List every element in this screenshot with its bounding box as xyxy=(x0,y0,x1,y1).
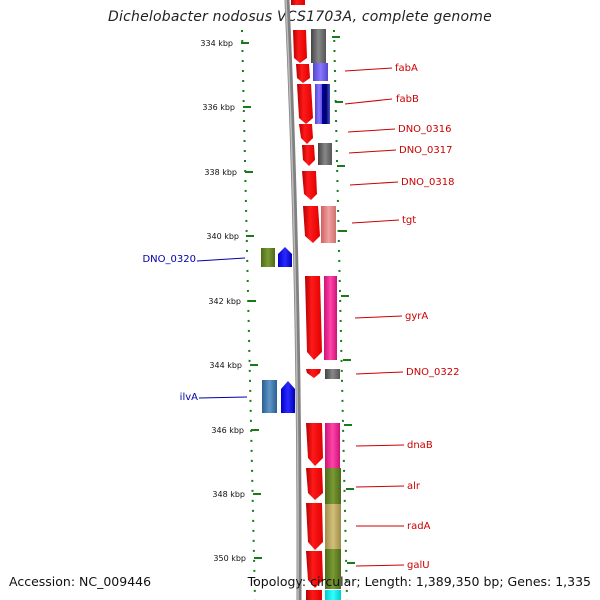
cog-color-blocks xyxy=(311,29,341,600)
gene-label: fabA xyxy=(395,63,418,74)
gene-label: ilvA xyxy=(180,392,198,403)
backbone-highlight xyxy=(285,0,299,600)
gene-block xyxy=(262,380,277,413)
gene-arrow xyxy=(306,503,323,550)
cog-block xyxy=(325,369,340,379)
gene-arrow xyxy=(306,468,323,500)
tick-label: 346 kbp xyxy=(211,426,244,435)
forward-label-connectors xyxy=(344,67,405,567)
tick-group: 334 kbp 336 kbp 338 kbp 340 kbp 342 kbp … xyxy=(200,36,355,564)
gene-arrow xyxy=(306,423,323,466)
label-connector xyxy=(351,219,400,224)
gene-label: fabB xyxy=(396,94,419,105)
label-connector xyxy=(198,396,248,399)
gene-label: DNO_0316 xyxy=(398,124,452,135)
gene-arrow xyxy=(297,84,313,124)
gene-arrow xyxy=(303,206,320,243)
tick-label: 338 kbp xyxy=(204,168,237,177)
label-connector xyxy=(344,98,393,105)
cog-block xyxy=(313,63,328,81)
tick-label: 336 kbp xyxy=(202,103,235,112)
tick-label: 350 kbp xyxy=(213,554,246,563)
gene-label: DNO_0320 xyxy=(142,254,196,265)
cog-block xyxy=(322,84,330,124)
gene-label: tgt xyxy=(402,215,416,226)
gene-arrow xyxy=(291,0,305,5)
cog-block xyxy=(325,468,341,504)
label-connector xyxy=(349,181,399,186)
label-connector xyxy=(196,257,246,262)
backbone-line xyxy=(284,0,302,600)
topology-text: Topology: circular; Length: 1,389,350 bp… xyxy=(247,574,591,589)
gene-block xyxy=(261,248,275,267)
tick-label: 348 kbp xyxy=(212,490,245,499)
gene-label: DNO_0318 xyxy=(401,177,455,188)
accession-text: Accession: NC_009446 xyxy=(9,574,152,589)
gene-arrow xyxy=(281,381,295,413)
gene-label: galU xyxy=(407,560,430,571)
gene-label: alr xyxy=(407,481,421,492)
reverse-gene-labels: DNO_0320 ilvA xyxy=(142,254,198,403)
cog-block xyxy=(311,29,326,63)
gene-label: gyrA xyxy=(405,311,428,322)
cog-block xyxy=(325,423,340,468)
gene-arrow xyxy=(306,551,323,588)
reverse-label-connectors xyxy=(196,257,248,399)
label-connector xyxy=(347,128,396,133)
gene-arrow xyxy=(305,276,322,360)
gene-label: dnaB xyxy=(407,440,433,451)
label-connector xyxy=(348,149,397,154)
tick-label: 342 kbp xyxy=(208,297,241,306)
gene-arrow xyxy=(293,30,307,63)
gene-arrow xyxy=(296,64,310,83)
gene-label: DNO_0317 xyxy=(399,145,453,156)
cog-block xyxy=(318,143,332,165)
cog-block xyxy=(325,590,341,600)
map-title: Dichelobacter nodosus VCS1703A, complete… xyxy=(108,9,492,25)
gene-arrow xyxy=(302,171,317,200)
gene-arrow xyxy=(299,124,313,144)
gene-arrow xyxy=(302,145,315,166)
gene-label: radA xyxy=(407,521,431,532)
label-connector xyxy=(355,564,405,567)
cog-block xyxy=(325,504,341,549)
tick-label: 340 kbp xyxy=(206,232,239,241)
gene-arrow xyxy=(278,247,292,267)
tick-label: 334 kbp xyxy=(200,39,233,48)
gene-arrow xyxy=(306,590,322,600)
label-connector xyxy=(355,444,405,447)
reverse-strand-genes xyxy=(261,247,295,413)
label-connector xyxy=(355,371,404,375)
label-connector xyxy=(344,67,393,72)
cog-block xyxy=(325,549,341,589)
gene-label: DNO_0322 xyxy=(406,367,460,378)
forward-strand-genes xyxy=(291,0,323,600)
label-connector xyxy=(354,315,403,319)
ruler-line-left xyxy=(241,29,256,600)
cog-block xyxy=(321,206,336,243)
tick-label: 344 kbp xyxy=(209,361,242,370)
cog-block xyxy=(324,276,337,360)
label-connector xyxy=(355,485,405,488)
forward-gene-labels: fabA fabB DNO_0316 DNO_0317 DNO_0318 tgt… xyxy=(395,63,460,571)
cog-block xyxy=(315,84,323,124)
gene-arrow xyxy=(306,369,321,378)
